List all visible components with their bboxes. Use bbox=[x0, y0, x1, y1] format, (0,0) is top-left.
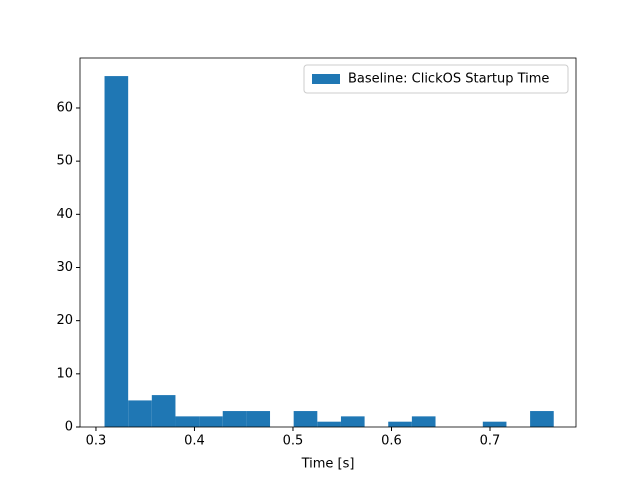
x-tick-label: 0.5 bbox=[283, 434, 304, 449]
legend-label: Baseline: ClickOS Startup Time bbox=[348, 72, 549, 87]
y-tick-label: 30 bbox=[56, 260, 73, 275]
x-axis-label: Time [s] bbox=[301, 457, 355, 472]
bar bbox=[246, 411, 271, 427]
y-tick-label: 60 bbox=[56, 100, 73, 115]
bar bbox=[104, 76, 129, 427]
legend-frame bbox=[303, 64, 569, 94]
bar bbox=[388, 421, 412, 427]
y-tick-label: 50 bbox=[56, 154, 73, 169]
x-tick-label: 0.6 bbox=[381, 434, 402, 449]
plot-frame bbox=[79, 57, 577, 428]
bar bbox=[151, 395, 176, 427]
bar bbox=[482, 421, 507, 427]
y-tick-label: 20 bbox=[56, 313, 73, 328]
legend-swatch bbox=[312, 74, 340, 84]
bar bbox=[199, 416, 223, 427]
x-tick-label: 0.3 bbox=[86, 434, 107, 449]
bar bbox=[175, 416, 200, 427]
y-tick-label: 40 bbox=[56, 207, 73, 222]
bar bbox=[317, 421, 341, 427]
bar bbox=[530, 411, 554, 427]
bar bbox=[340, 416, 365, 427]
bar bbox=[293, 411, 318, 427]
y-tick-label: 0 bbox=[65, 420, 73, 435]
x-tick-label: 0.4 bbox=[184, 434, 205, 449]
bar bbox=[411, 416, 436, 427]
bar bbox=[222, 411, 247, 427]
y-tick-label: 10 bbox=[56, 366, 73, 381]
x-tick-label: 0.7 bbox=[480, 434, 501, 449]
bar bbox=[128, 400, 152, 427]
